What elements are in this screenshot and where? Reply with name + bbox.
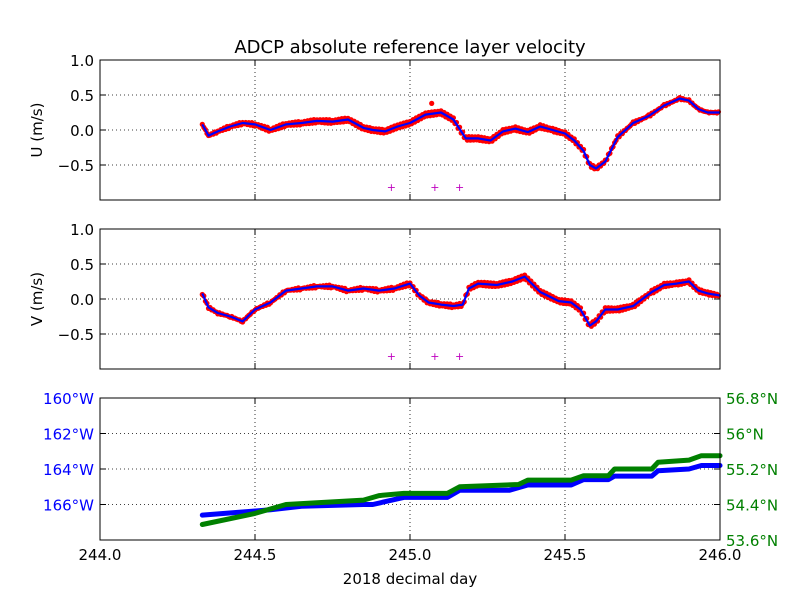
right-y-tick-label: 53.6°N <box>726 532 778 550</box>
flag-marker: + <box>430 350 439 363</box>
longitude-line <box>199 463 723 518</box>
y-tick-label: −0.5 <box>58 326 94 344</box>
flag-marker: + <box>455 350 464 363</box>
y-tick-label: 164°W <box>43 461 94 479</box>
x-tick-label: 244.0 <box>79 546 122 564</box>
right-y-tick-label: 56.8°N <box>726 390 778 408</box>
panel-1: + + +1.0 0.5 0.0 −0.5 U (m/s) <box>28 52 722 201</box>
panel-3: 56.8°N 56°N 55.2°N 54.4°N 53.6°N 160°W 162°W 16… <box>43 390 778 564</box>
flag-marker: + <box>455 181 464 194</box>
outlier-point <box>429 100 435 106</box>
y-tick-label: 0.0 <box>70 122 94 140</box>
panel-frame <box>99 228 721 370</box>
y-tick-label: 0.0 <box>70 291 94 309</box>
right-y-tick-label: 54.4°N <box>726 497 778 515</box>
right-y-tick-label: 56°N <box>726 426 764 444</box>
y-tick-label: 166°W <box>43 497 94 515</box>
smoothed-velocity-line <box>201 97 720 170</box>
y-axis-label: V (m/s) <box>28 272 46 326</box>
y-tick-label: 1.0 <box>70 52 94 70</box>
right-y-tick-label: 55.2°N <box>726 461 778 479</box>
x-tick-label: 246.0 <box>699 546 742 564</box>
y-tick-label: −0.5 <box>58 157 94 175</box>
x-tick-label: 244.5 <box>234 546 277 564</box>
flag-marker: + <box>430 181 439 194</box>
latitude-line <box>199 453 723 527</box>
y-tick-label: 160°W <box>43 390 94 408</box>
y-tick-label: 162°W <box>43 426 94 444</box>
x-axis-label: 2018 decimal day <box>343 570 478 588</box>
chart-title: ADCP absolute reference layer velocity <box>234 37 586 58</box>
panel-frame <box>99 59 721 201</box>
panel-2: + + +1.0 0.5 0.0 −0.5 V (m/s) <box>28 221 722 370</box>
smoothed-velocity-line <box>201 275 721 327</box>
x-tick-label: 245.5 <box>544 546 587 564</box>
flag-marker: + <box>387 181 396 194</box>
y-tick-label: 1.0 <box>70 221 94 239</box>
x-tick-label: 245.0 <box>389 546 432 564</box>
y-tick-label: 0.5 <box>70 87 94 105</box>
flag-marker: + <box>387 350 396 363</box>
panel-frame <box>99 397 721 541</box>
y-tick-label: 0.5 <box>70 256 94 274</box>
y-axis-label: U (m/s) <box>28 103 46 158</box>
